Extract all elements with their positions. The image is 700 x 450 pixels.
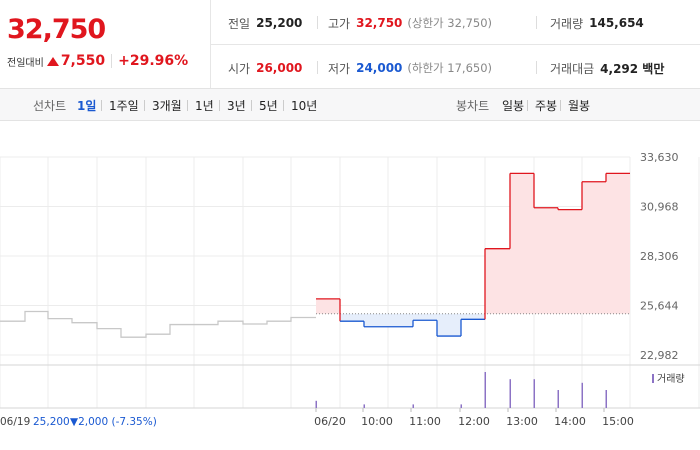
tab-monthly[interactable]: 월봉 [568,99,591,113]
divider [536,61,537,74]
price-stats: 전일 25,200 고가 32,750 (상한가 32,750) 거래량 145… [210,0,700,88]
divider [210,44,700,45]
stat-label: 전일 [228,16,251,31]
down-area [364,313,413,327]
x-tick-label: 10:00 [361,415,393,428]
volume-bar [509,379,511,408]
stat-open: 시가 26,000 [228,58,302,78]
divider [536,16,537,29]
line-chart-title: 선차트 [33,99,67,113]
stat-volume: 거래량 145,654 [550,13,644,33]
volume-legend-swatch [652,374,654,383]
change-label: 전일대비 [7,57,44,69]
down-area [461,313,485,320]
x-tick-label: 13:00 [506,415,538,428]
volume-bar [363,404,365,408]
volume-bar [605,390,607,408]
stat-amount: 거래대금 4,292 백만 [550,58,664,78]
change-percent: +29.96% [118,53,189,69]
tab-3m[interactable]: 3개월 [152,99,182,113]
divider [283,100,284,111]
divider [560,100,561,111]
chart-tabs: 선차트 1일 1주일 3개월 1년 3년 5년 10년 봉차트 일봉 주봉 월봉 [0,88,700,121]
stat-value: 26,000 [256,61,303,75]
volume-bar [557,390,559,408]
y-tick-label: 28,306 [640,250,679,263]
prev-day-date: 06/19 [0,416,30,428]
stat-low: 저가 24,000 (하한가 17,650) [328,58,492,78]
tab-1w[interactable]: 1주일 [109,99,139,113]
tab-weekly[interactable]: 주봉 [535,99,558,113]
y-tick-label: 30,968 [640,201,679,214]
x-tick-label: 11:00 [409,415,441,428]
candle-chart-title: 봉차트 [456,99,490,113]
volume-legend-label: 거래량 [657,373,685,385]
y-tick-label: 25,644 [640,300,679,313]
prev-day-close: 25,200 [33,416,70,428]
up-area [558,209,582,314]
price-summary: 32,750 전일대비 7,550 +29.96% [0,0,211,88]
stat-prev-close: 전일 25,200 [228,13,302,33]
divider [527,100,528,111]
tab-10y[interactable]: 10년 [291,99,318,113]
stat-value: 32,750 [356,16,403,30]
stat-label: 시가 [228,61,251,76]
prev-day-line [0,310,316,338]
volume-bar [484,372,486,408]
x-tick-label: 14:00 [554,415,586,428]
up-area [606,173,630,314]
divider [219,100,220,111]
divider [101,100,102,111]
down-area [437,313,461,337]
stat-label: 저가 [328,61,351,76]
up-area [316,298,340,314]
volume-bar [412,404,414,408]
stat-value: 25,200 [256,16,303,30]
stat-value: 24,000 [356,61,403,75]
up-area [582,181,606,314]
divider [317,16,318,29]
stat-sub: (하한가 17,650) [407,61,493,75]
stat-label: 고가 [328,16,351,31]
current-price: 32,750 [7,14,106,45]
volume-bar [315,400,317,408]
tab-3y[interactable]: 3년 [227,99,246,113]
x-tick-label: 15:00 [602,415,634,428]
quote-header: 32,750 전일대비 7,550 +29.96% 전일 25,200 고가 3… [0,0,700,88]
volume-bar [533,379,535,408]
up-area [534,207,558,314]
y-tick-label: 33,630 [640,151,679,164]
y-tick-label: 22,982 [640,349,679,362]
up-area [485,248,510,314]
stat-label: 거래량 [550,16,584,31]
stat-label: 거래대금 [550,61,595,76]
stat-value: 4,292 백만 [600,61,665,76]
down-area [340,313,364,322]
up-arrow-icon [46,56,59,66]
divider [251,100,252,111]
stat-high: 고가 32,750 (상한가 32,750) [328,13,492,33]
change-value: 7,550 [60,53,106,69]
divider [317,61,318,74]
down-area [413,313,437,321]
price-chart: 33,630 30,968 28,306 25,644 22,982 거래량 06/20 10… [0,151,700,428]
divider [111,54,113,68]
stat-sub: (상한가 32,750) [407,16,493,30]
prev-day-change: ▼2,000 (-7.35%) [70,416,157,428]
tab-1d[interactable]: 1일 [77,99,97,113]
x-tick-label: 06/20 [314,415,346,428]
divider [187,100,188,111]
tab-5y[interactable]: 5년 [259,99,278,113]
volume-bar [460,404,462,408]
stat-value: 145,654 [589,16,644,30]
volume-bar [581,382,583,408]
x-tick-label: 12:00 [458,415,490,428]
divider [144,100,145,111]
tab-1y[interactable]: 1년 [195,99,214,113]
change-row: 전일대비 7,550 +29.96% [7,53,188,69]
up-area [510,173,534,314]
tab-daily[interactable]: 일봉 [502,99,525,113]
